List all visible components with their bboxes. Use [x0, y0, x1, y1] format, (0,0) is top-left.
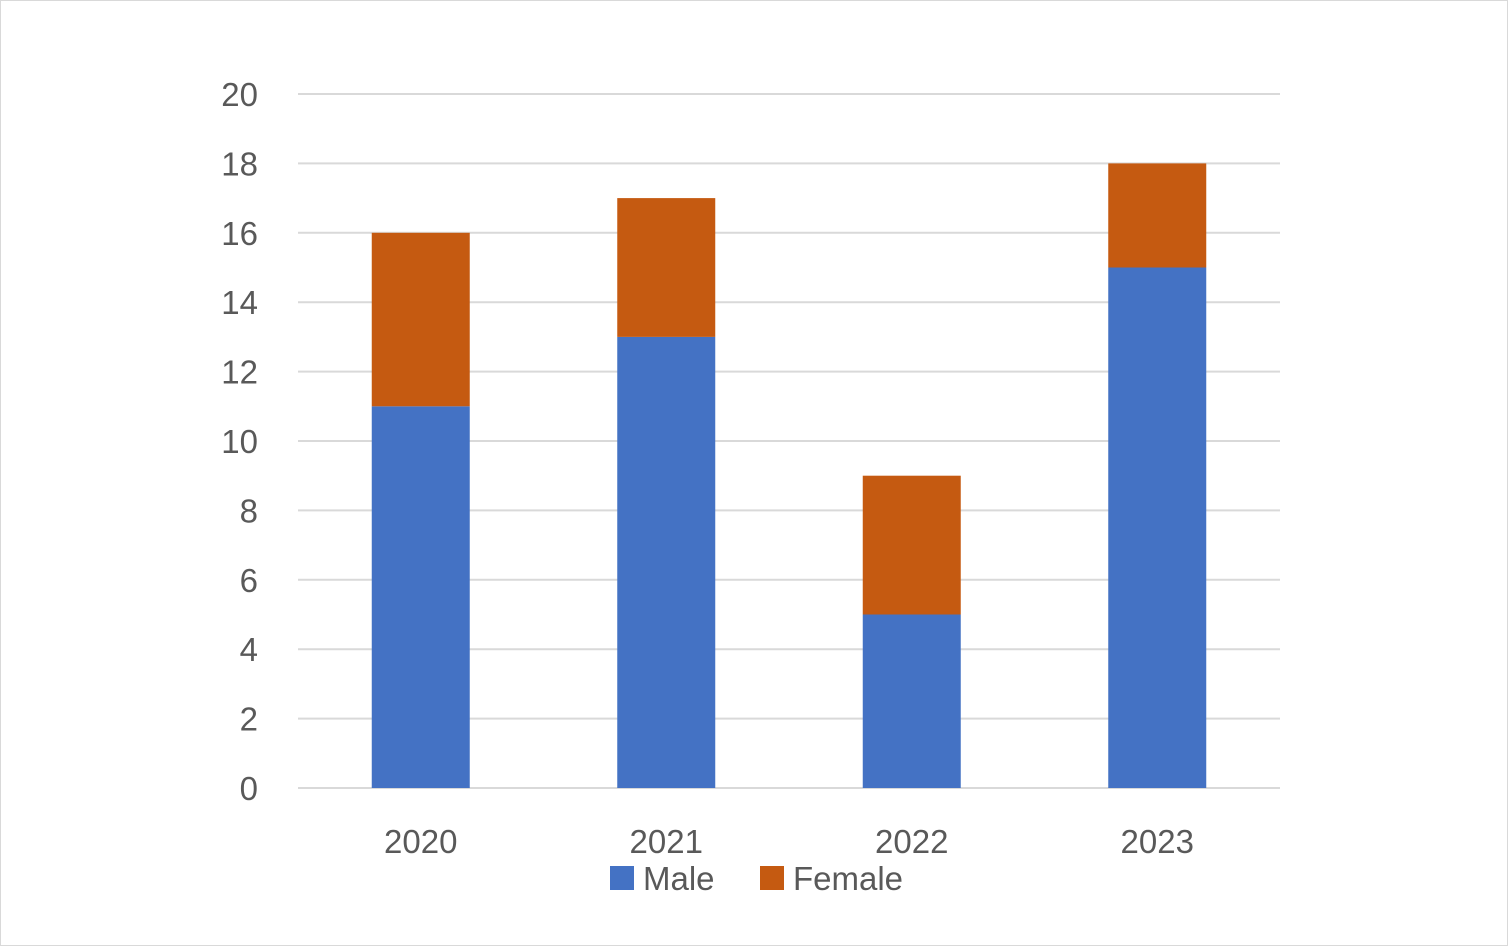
- bar-female-2022: [862, 475, 961, 615]
- bar-male-2021: [617, 336, 716, 788]
- y-tick-label: 0: [240, 770, 258, 807]
- y-tick-label: 2: [240, 701, 258, 738]
- x-tick-label: 2023: [1121, 823, 1194, 860]
- y-tick-label: 12: [221, 354, 258, 391]
- x-tick-label: 2022: [875, 823, 948, 860]
- bar-female-2021: [617, 198, 716, 337]
- bar-female-2020: [371, 232, 470, 407]
- y-tick-label: 10: [221, 423, 258, 460]
- legend-swatch-female: [760, 866, 784, 890]
- legend-label-female: Female: [793, 860, 903, 897]
- y-tick-label: 16: [221, 215, 258, 252]
- y-tick-label: 4: [240, 631, 258, 668]
- y-tick-label: 18: [221, 145, 258, 182]
- x-tick-label: 2021: [630, 823, 703, 860]
- bar-female-2023: [1108, 163, 1207, 268]
- legend-swatch-male: [610, 866, 634, 890]
- y-tick-label: 14: [221, 284, 258, 321]
- bar-male-2023: [1108, 267, 1207, 788]
- legend: Male Female: [610, 860, 903, 897]
- legend-label-male: Male: [643, 860, 715, 897]
- bar-male-2022: [862, 614, 961, 788]
- y-axis-ticks: 0 2 4 6 8 10 12 14 16 18 20: [221, 76, 258, 807]
- y-tick-label: 8: [240, 492, 258, 529]
- x-axis-ticks: 2020 2021 2022 2023: [384, 823, 1194, 860]
- y-tick-label: 6: [240, 562, 258, 599]
- bars: [371, 163, 1207, 788]
- y-tick-label: 20: [221, 76, 258, 113]
- x-tick-label: 2020: [384, 823, 457, 860]
- bar-male-2020: [371, 406, 470, 788]
